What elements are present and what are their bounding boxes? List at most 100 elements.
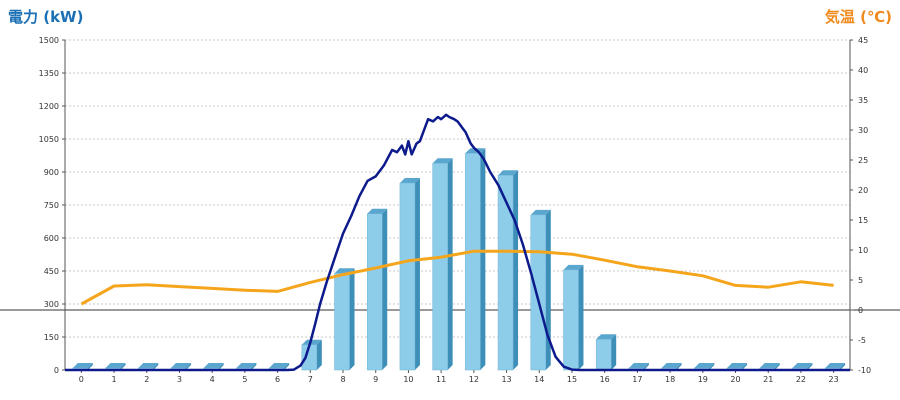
x-tick-label: 7 xyxy=(308,375,313,384)
x-tick-label: 0 xyxy=(79,375,84,384)
bar xyxy=(563,269,579,371)
x-tick-label: 2 xyxy=(144,375,149,384)
bar-side xyxy=(251,363,257,370)
bar-side xyxy=(447,158,453,370)
bar-top xyxy=(661,363,682,368)
bar-side xyxy=(807,363,813,370)
left-tick-label: 1050 xyxy=(39,135,59,144)
bar-side xyxy=(709,363,715,370)
bar-top xyxy=(170,363,191,368)
left-tick-label: 150 xyxy=(44,333,59,342)
bar-top xyxy=(203,363,224,368)
left-tick-label: 900 xyxy=(44,168,59,177)
right-tick-label: -5 xyxy=(858,336,866,345)
bar-side xyxy=(349,268,355,370)
x-tick-label: 21 xyxy=(763,375,773,384)
bar-top xyxy=(759,363,780,368)
bar-side xyxy=(185,363,191,370)
bar-top xyxy=(792,363,813,368)
bar xyxy=(432,162,448,371)
left-tick-label: 750 xyxy=(44,201,59,210)
bar-side xyxy=(578,264,584,370)
bar xyxy=(399,182,416,371)
bar-top xyxy=(530,209,551,215)
bar-side xyxy=(742,363,748,370)
bar-side xyxy=(545,209,551,370)
right-tick-label: 5 xyxy=(858,276,863,285)
left-tick-label: 1500 xyxy=(39,36,59,45)
left-tick-label: 1200 xyxy=(39,102,59,111)
bar-top xyxy=(236,363,257,368)
right-tick-label: 10 xyxy=(858,246,868,255)
bar-side xyxy=(87,363,93,370)
left-tick-label: 1350 xyxy=(39,69,59,78)
bar-top xyxy=(498,170,519,176)
temperature-line xyxy=(80,249,834,306)
right-tick-label: 0 xyxy=(858,306,863,315)
x-tick-label: 1 xyxy=(112,375,117,384)
bar-top xyxy=(269,363,290,368)
bar-top xyxy=(432,158,453,164)
left-tick-label: 450 xyxy=(44,267,59,276)
bar-top xyxy=(628,363,649,368)
bar-side xyxy=(284,363,290,370)
left-tick-label: 600 xyxy=(44,234,59,243)
bar xyxy=(465,153,481,371)
x-tick-label: 9 xyxy=(373,375,378,384)
bar-side xyxy=(513,170,519,370)
right-tick-label: 25 xyxy=(858,156,868,165)
x-tick-label: 14 xyxy=(534,375,544,384)
x-tick-label: 8 xyxy=(340,375,345,384)
bar-side xyxy=(643,363,649,370)
right-tick-label: 35 xyxy=(858,96,868,105)
right-tick-label: 15 xyxy=(858,216,868,225)
bar-top xyxy=(399,178,420,183)
bar-top xyxy=(596,334,617,340)
x-tick-label: 4 xyxy=(210,375,215,384)
x-tick-label: 17 xyxy=(632,375,642,384)
right-tick-label: 45 xyxy=(858,36,868,45)
bar-top xyxy=(72,363,93,368)
bar-side xyxy=(153,363,159,370)
bar xyxy=(530,214,547,371)
right-tick-label: 20 xyxy=(858,186,868,195)
x-tick-label: 22 xyxy=(796,375,806,384)
bar-side xyxy=(120,363,126,370)
right-tick-label: 40 xyxy=(858,66,868,75)
x-tick-label: 23 xyxy=(829,375,839,384)
bar-side xyxy=(218,363,224,370)
x-tick-label: 18 xyxy=(665,375,675,384)
x-tick-label: 16 xyxy=(600,375,610,384)
x-tick-label: 13 xyxy=(501,375,511,384)
x-tick-label: 3 xyxy=(177,375,182,384)
bar-top xyxy=(367,208,388,214)
bar-top xyxy=(138,363,159,368)
bar-top xyxy=(563,264,584,270)
bar-side xyxy=(480,148,486,370)
bar-side xyxy=(316,339,322,370)
bar-side xyxy=(611,334,617,370)
bar-top xyxy=(727,363,748,368)
bar-side xyxy=(774,363,780,370)
bar xyxy=(595,338,612,371)
bar-side xyxy=(382,208,388,370)
x-tick-label: 11 xyxy=(436,375,446,384)
bar-side xyxy=(840,363,846,370)
bar-top xyxy=(105,363,126,368)
bar-side xyxy=(676,363,682,370)
x-tick-label: 6 xyxy=(275,375,280,384)
power-line xyxy=(65,113,850,372)
x-tick-label: 19 xyxy=(698,375,708,384)
bar xyxy=(334,272,350,371)
right-tick-label: 30 xyxy=(858,126,868,135)
x-tick-label: 5 xyxy=(242,375,247,384)
bar-top xyxy=(825,363,846,368)
x-tick-label: 10 xyxy=(403,375,413,384)
bar-side xyxy=(414,178,420,370)
bar xyxy=(497,175,514,371)
x-tick-label: 12 xyxy=(469,375,479,384)
x-tick-label: 20 xyxy=(730,375,740,384)
right-axis-title: 気温 (℃) xyxy=(824,8,892,26)
bar-top xyxy=(465,148,486,154)
